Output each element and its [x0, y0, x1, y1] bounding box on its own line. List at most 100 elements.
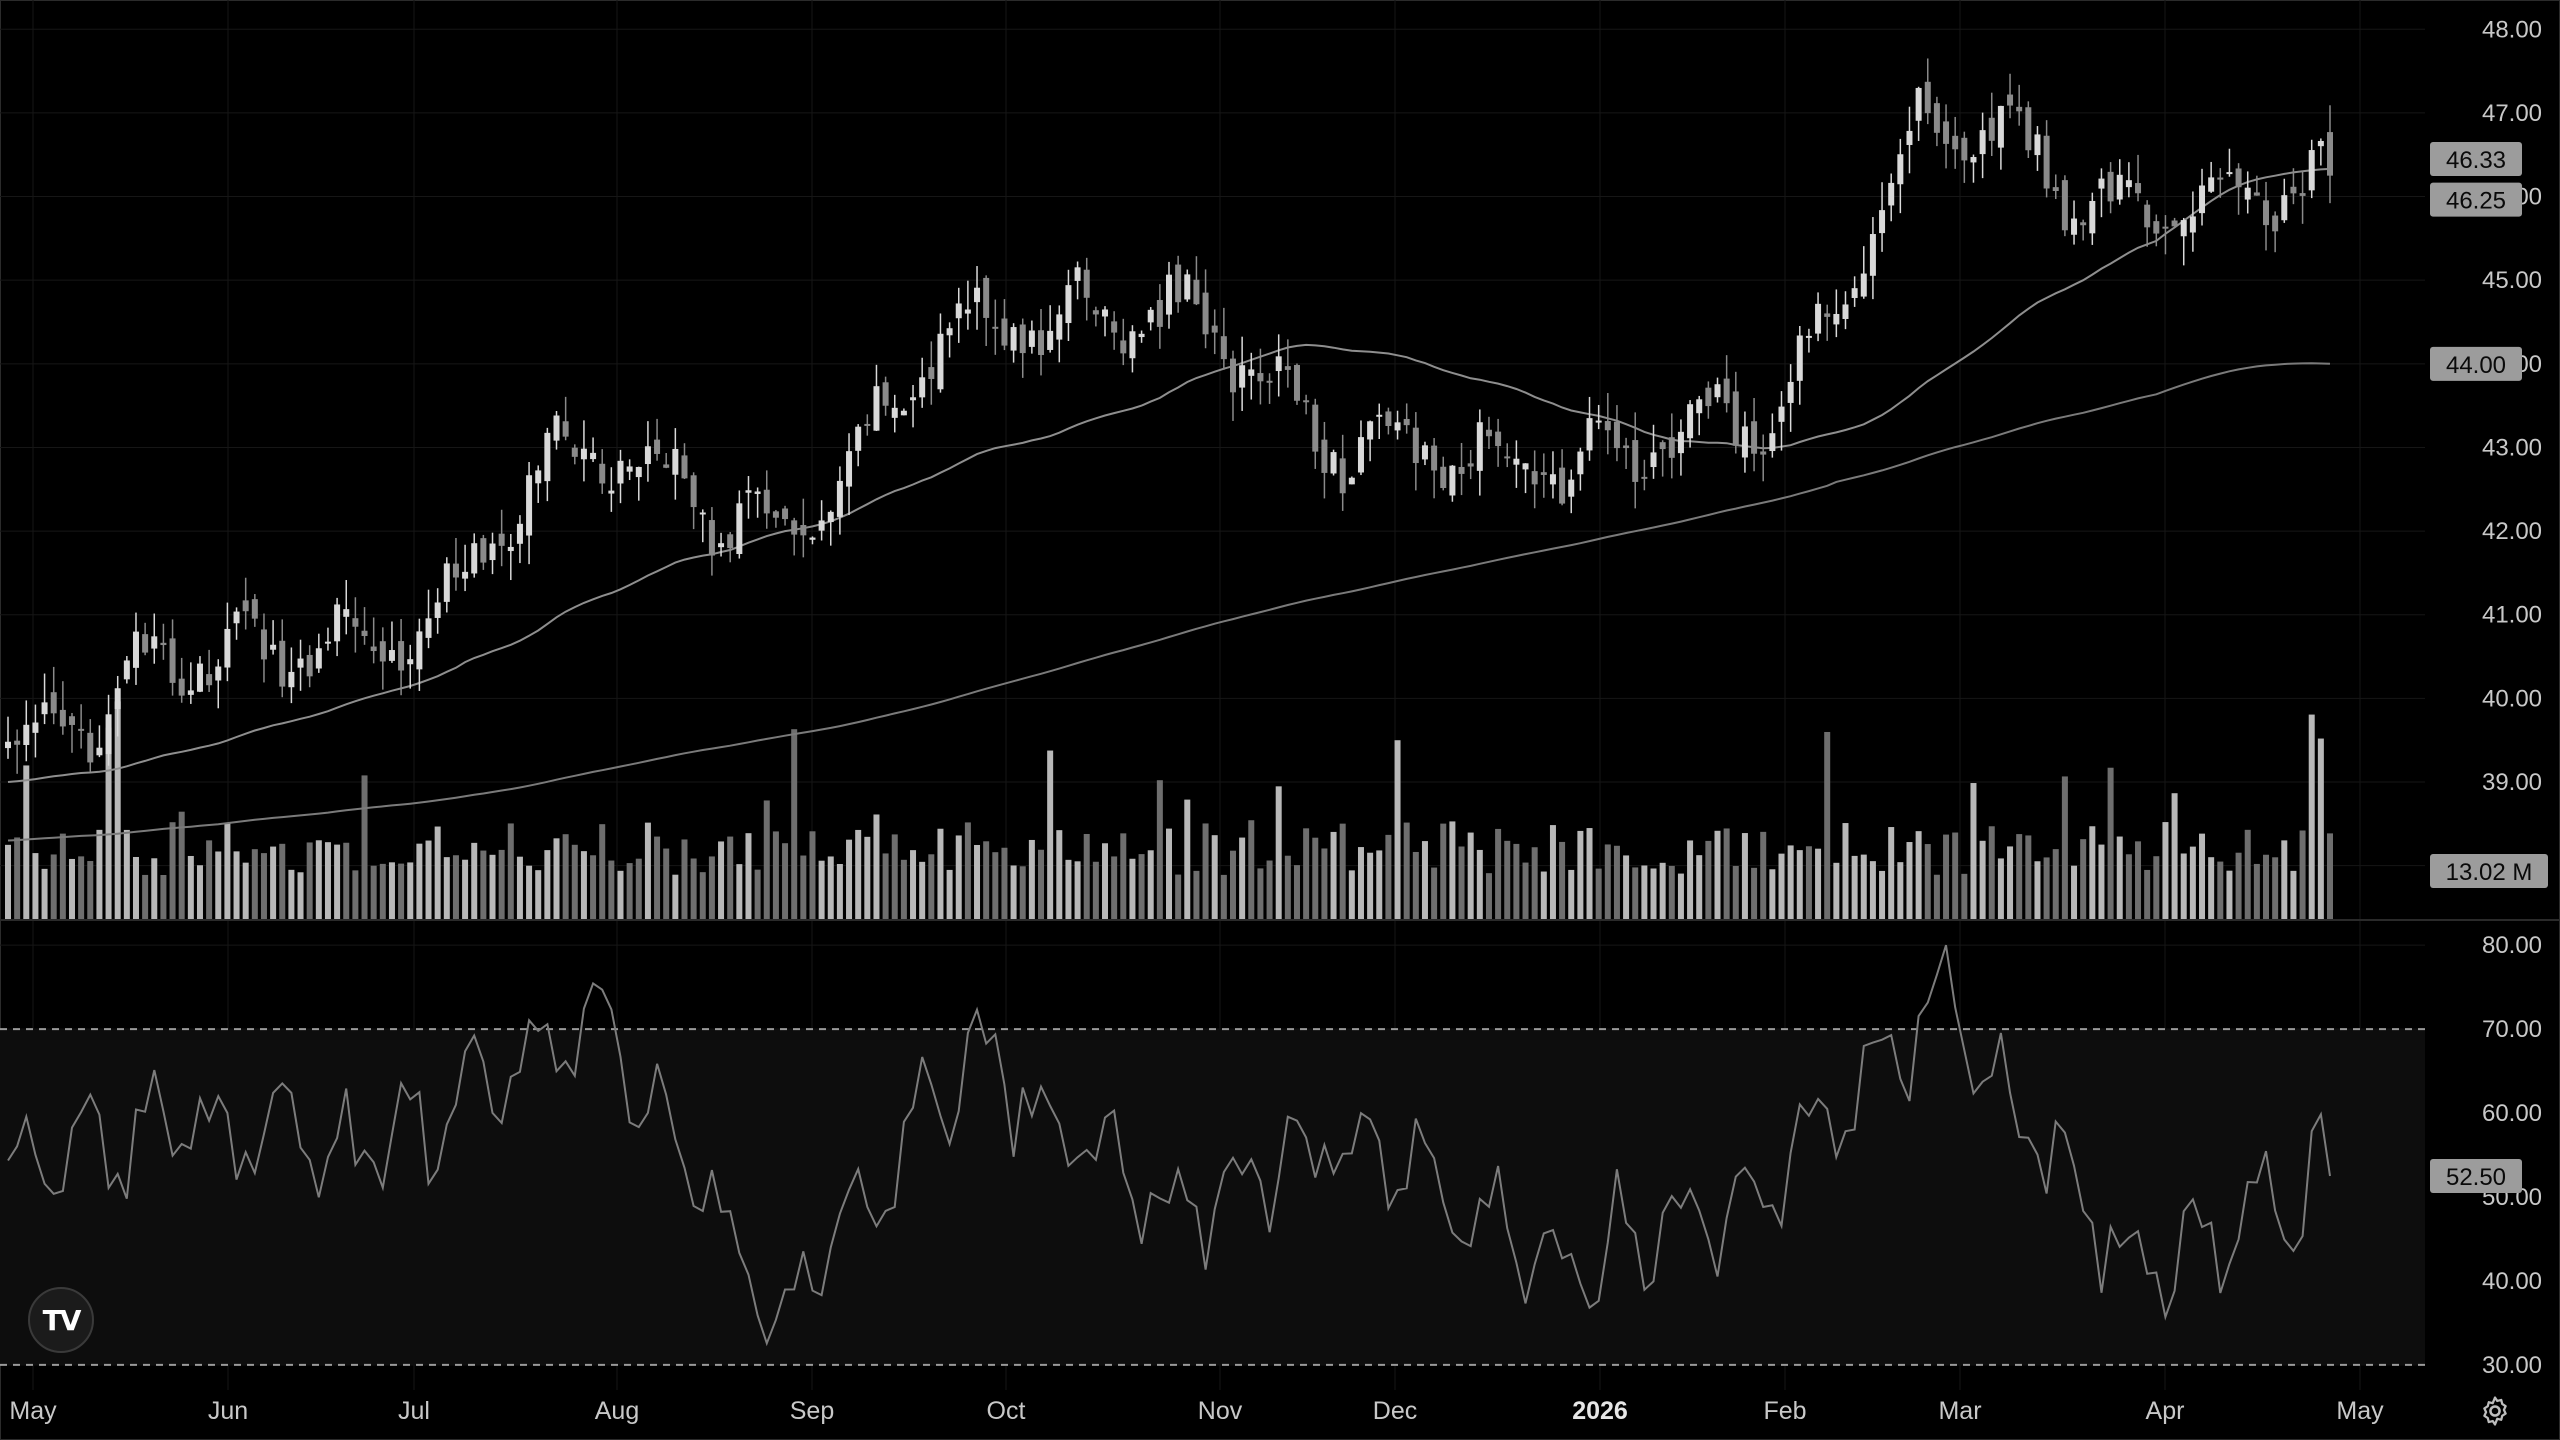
rsi-band-lines — [0, 1028, 2425, 1366]
volume-bar — [763, 800, 770, 920]
volume-bar — [68, 858, 75, 920]
candle-body — [699, 512, 706, 515]
candle-body — [14, 740, 21, 745]
candle-body — [983, 277, 990, 318]
volume-bar — [1549, 825, 1556, 920]
price-tick-label: 42.00 — [2482, 518, 2542, 545]
volume-bar — [1623, 855, 1630, 920]
volume-bar — [87, 861, 94, 920]
candle-body — [1897, 154, 1904, 185]
volume-bar — [1147, 850, 1154, 920]
volume-bar — [617, 870, 624, 920]
candle-body — [772, 511, 779, 518]
candle-body — [1751, 421, 1758, 454]
candle-body — [1595, 420, 1602, 423]
candle-body — [1367, 421, 1374, 440]
time-label: Oct — [987, 1397, 1026, 1425]
candle-body — [398, 641, 405, 671]
volume-bar — [1604, 844, 1611, 920]
volume-bar — [1111, 856, 1118, 920]
volume-bar — [379, 863, 386, 920]
volume-bar — [1513, 843, 1520, 920]
candle-body — [1175, 264, 1182, 303]
candle-body — [334, 604, 341, 642]
candle-body — [1549, 474, 1556, 485]
candle-body — [297, 658, 304, 668]
volume-bar — [2135, 841, 2142, 920]
volume-bar — [2016, 834, 2023, 920]
volume-bar — [251, 849, 258, 920]
time-label: 2026 — [1572, 1397, 1628, 1425]
volume-bar — [151, 858, 158, 920]
volume-bar — [1659, 862, 1666, 920]
volume-bar — [2144, 869, 2151, 920]
candle-body — [2327, 132, 2333, 176]
candle-body — [1010, 327, 1017, 351]
volume-bar — [1019, 866, 1026, 920]
candle-body — [1120, 340, 1127, 354]
volume-bar — [187, 855, 194, 920]
candle-body — [1531, 471, 1538, 485]
candle-body — [1102, 309, 1109, 317]
price-tick-label: 47.00 — [2482, 100, 2542, 127]
volume-bar — [1367, 852, 1374, 920]
candle-body — [1339, 458, 1346, 494]
volume-bar — [1211, 835, 1218, 920]
candle-body — [443, 563, 450, 602]
volume-bar — [608, 860, 615, 920]
rsi-tick-label: 40.00 — [2482, 1268, 2542, 1295]
volume-bar — [1184, 799, 1191, 920]
badge-rsi: 52.50 — [2446, 1164, 2506, 1191]
candle-body — [608, 490, 615, 494]
candle-body — [1220, 336, 1227, 360]
volume-bar — [553, 838, 560, 920]
volume-bar — [1641, 865, 1648, 920]
candlesticks — [5, 58, 2333, 774]
volume-bar — [1129, 858, 1136, 920]
candle-body — [992, 326, 999, 329]
volume-bar — [937, 828, 944, 920]
candle-body — [690, 475, 697, 508]
volume-bar — [2025, 835, 2032, 920]
candle-body — [370, 646, 377, 652]
volume-bar — [1833, 862, 1840, 920]
volume-bar — [2180, 853, 2187, 920]
candle-body — [2116, 174, 2123, 200]
candle-body — [937, 333, 944, 390]
candle-body — [1933, 103, 1940, 133]
candle-body — [1988, 117, 1995, 141]
candle-body — [361, 630, 368, 636]
volume-bar — [370, 865, 377, 920]
volume-bar — [526, 865, 533, 920]
volume-bar — [2189, 846, 2196, 920]
badge-ma-fast: 46.33 — [2446, 147, 2506, 174]
volume-bar — [891, 834, 898, 920]
candle-body — [2144, 204, 2151, 228]
volume-bar — [178, 811, 185, 920]
time-label: May — [9, 1397, 57, 1425]
volume-bar — [78, 856, 85, 920]
candle-body — [2071, 218, 2078, 235]
candle-body — [1147, 309, 1154, 323]
candle-body — [288, 671, 295, 688]
time-label: Sep — [790, 1397, 834, 1425]
volume-bar — [626, 863, 633, 920]
volume-bar — [1056, 830, 1063, 920]
gear-icon[interactable] — [2478, 1394, 2512, 1428]
candle-body — [2016, 106, 2023, 112]
candle-body — [1705, 387, 1712, 407]
time-label: Jun — [208, 1397, 248, 1425]
volume-bar — [2089, 826, 2096, 920]
price-tick-label: 48.00 — [2482, 16, 2542, 43]
volume-bar — [1275, 786, 1282, 920]
candle-body — [2235, 168, 2242, 188]
tradingview-logo-icon[interactable]: TV — [28, 1287, 94, 1353]
candle-body — [791, 520, 798, 535]
volume-bar — [507, 823, 514, 920]
candle-body — [2281, 195, 2288, 221]
volume-bar — [196, 865, 203, 920]
candle-body — [306, 654, 313, 677]
candle-body — [1248, 369, 1255, 376]
candle-body — [809, 537, 816, 540]
